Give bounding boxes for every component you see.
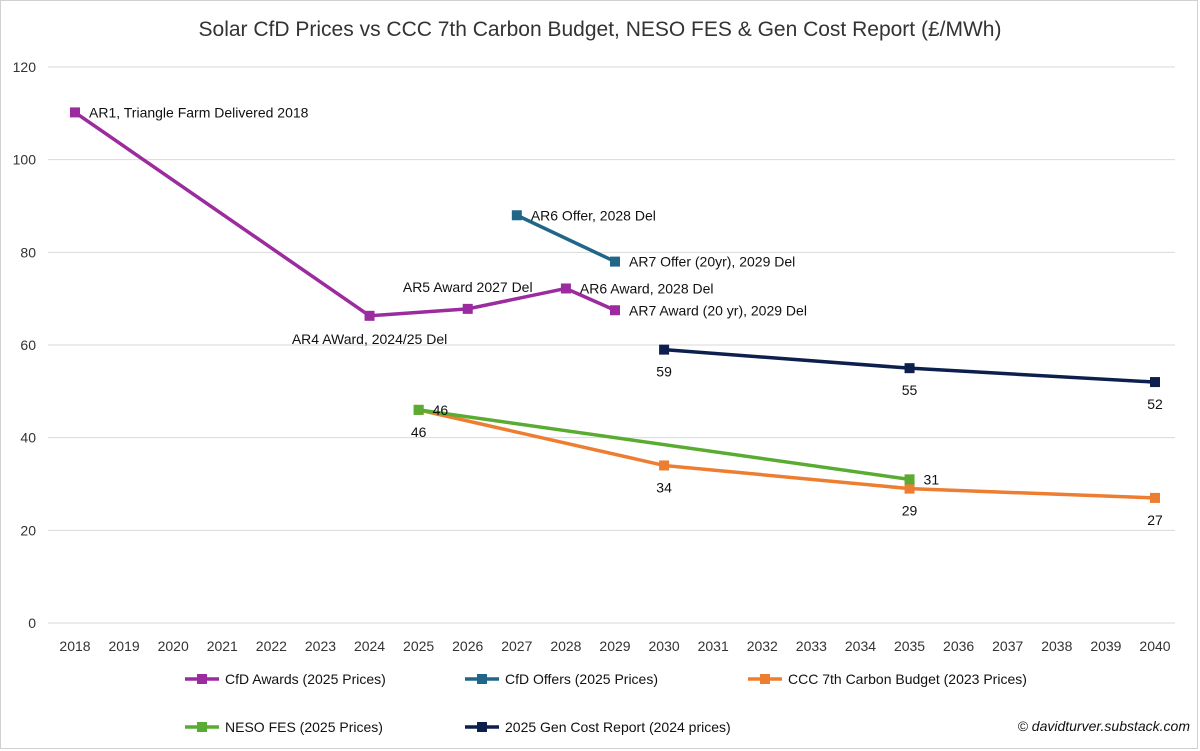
legend-marker [477, 722, 487, 732]
legend-marker [197, 674, 207, 684]
x-tick-label: 2022 [256, 638, 287, 654]
series-line [418, 408, 910, 482]
y-tick-label: 60 [20, 337, 36, 353]
data-label: AR4 AWard, 2024/25 Del [292, 331, 447, 347]
series-3: 46 31 [413, 402, 940, 487]
x-tick-label: 2027 [501, 638, 532, 654]
x-tick-label: 2020 [158, 638, 189, 654]
y-tick-label: 120 [13, 59, 37, 75]
legend-item: CfD Awards (2025 Prices) [185, 671, 386, 687]
data-point-marker [413, 404, 424, 415]
x-tick-label: 2034 [845, 638, 876, 654]
data-point-marker [904, 483, 915, 494]
data-point-marker [1150, 492, 1160, 503]
data-point-marker [904, 474, 915, 485]
y-tick-label: 0 [28, 615, 36, 631]
x-tick-label: 2025 [403, 638, 434, 654]
series-4: 59 55 52 [656, 344, 1163, 412]
x-tick-label: 2033 [796, 638, 827, 654]
series-0: AR1, Triangle Farm Delivered 2018 AR4 AWa… [70, 104, 807, 347]
x-tick-label: 2036 [943, 638, 974, 654]
x-tick-label: 2037 [992, 638, 1023, 654]
data-label: 31 [924, 471, 940, 487]
legend-label: 2025 Gen Cost Report (2024 prices) [505, 719, 731, 735]
data-label: 27 [1147, 512, 1163, 528]
data-point-marker [462, 303, 473, 314]
x-tick-label: 2029 [599, 638, 630, 654]
data-point-marker [659, 460, 670, 471]
x-tick-label: 2021 [207, 638, 238, 654]
legend-label: CfD Offers (2025 Prices) [505, 671, 658, 687]
y-tick-label: 80 [20, 244, 36, 260]
data-point-marker [610, 256, 620, 267]
legend-label: NESO FES (2025 Prices) [225, 719, 383, 735]
data-label: 52 [1147, 396, 1163, 412]
y-tick-label: 100 [13, 152, 37, 168]
data-label: 34 [656, 479, 672, 495]
data-point-marker [659, 344, 670, 355]
legend-item: CfD Offers (2025 Prices) [465, 671, 658, 687]
data-point-marker [904, 363, 915, 374]
credit-text: © davidturver.substack.com [1017, 718, 1190, 734]
y-tick-label: 40 [20, 430, 36, 446]
legend-item: CCC 7th Carbon Budget (2023 Prices) [748, 671, 1027, 687]
x-tick-label: 2019 [109, 638, 140, 654]
x-tick-label: 2018 [59, 638, 90, 654]
data-label: AR6 Award, 2028 Del [580, 280, 714, 296]
legend-marker [760, 674, 770, 684]
data-label: 46 [433, 402, 449, 418]
x-tick-label: 2028 [550, 638, 581, 654]
legend-label: CCC 7th Carbon Budget (2023 Prices) [788, 671, 1027, 687]
data-label: 46 [411, 424, 427, 440]
data-label: AR1, Triangle Farm Delivered 2018 [89, 104, 309, 120]
data-point-marker [70, 107, 80, 118]
series-line [516, 213, 616, 264]
data-label: AR7 Offer (20yr), 2029 Del [629, 254, 795, 270]
data-label: AR7 Award (20 yr), 2029 Del [629, 302, 807, 318]
x-tick-label: 2032 [747, 638, 778, 654]
data-label: 55 [902, 382, 918, 398]
x-tick-label: 2024 [354, 638, 385, 654]
x-tick-label: 2040 [1139, 638, 1170, 654]
data-label: 59 [656, 364, 672, 380]
data-point-marker [364, 310, 375, 321]
x-tick-label: 2030 [649, 638, 680, 654]
data-label: 29 [902, 503, 918, 519]
series-1: AR6 Offer, 2028 Del AR7 Offer (20yr), 202… [511, 207, 795, 270]
data-point-marker [560, 283, 571, 294]
data-point-marker [1150, 377, 1160, 388]
x-tick-label: 2023 [305, 638, 336, 654]
legend-marker [477, 674, 487, 684]
x-tick-label: 2039 [1090, 638, 1121, 654]
legend-label: CfD Awards (2025 Prices) [225, 671, 386, 687]
data-point-marker [610, 305, 620, 316]
x-tick-label: 2035 [894, 638, 925, 654]
legend-item: NESO FES (2025 Prices) [185, 719, 383, 735]
data-label: AR6 Offer, 2028 Del [531, 207, 656, 223]
x-tick-label: 2038 [1041, 638, 1072, 654]
y-tick-label: 20 [20, 522, 36, 538]
legend-marker [197, 722, 207, 732]
x-tick-label: 2026 [452, 638, 483, 654]
data-point-marker [511, 210, 522, 221]
legend-item: 2025 Gen Cost Report (2024 prices) [465, 719, 731, 735]
chart-title: Solar CfD Prices vs CCC 7th Carbon Budge… [198, 18, 1002, 41]
series-line [418, 408, 1156, 500]
data-label: AR5 Award 2027 Del [403, 279, 533, 295]
x-tick-label: 2031 [698, 638, 729, 654]
